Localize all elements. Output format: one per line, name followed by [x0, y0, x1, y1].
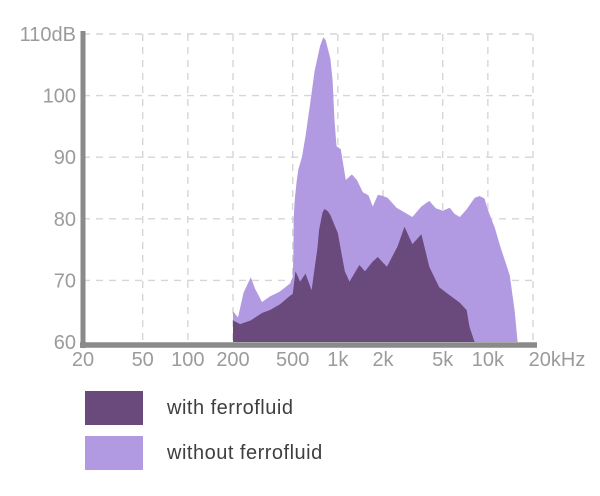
frequency-response-chart: 110dB 100 90 80 70 60 20 50 100 200 500 1k 2k 5k 10k 20… — [20, 24, 586, 371]
y-tick-label-90: 90 — [54, 147, 76, 169]
area-without-ferrofluid — [233, 37, 518, 342]
x-tick-label-10k: 10k — [472, 349, 505, 371]
y-tick-label-100: 100 — [43, 86, 76, 108]
y-tick-label-60: 60 — [54, 332, 76, 354]
x-tick-label-200: 200 — [216, 349, 249, 371]
legend-swatch-with-ferrofluid — [85, 391, 143, 425]
legend-swatch-without-ferrofluid — [85, 436, 143, 470]
x-tick-label-100: 100 — [171, 349, 204, 371]
x-tick-label-5k: 5k — [432, 349, 454, 371]
y-tick-label-70: 70 — [54, 270, 76, 292]
x-tick-label-20: 20 — [72, 349, 94, 371]
x-tick-label-1k: 1k — [327, 349, 349, 371]
x-tick-label-2k: 2k — [372, 349, 394, 371]
legend-item-with-ferrofluid: with ferrofluid — [85, 391, 323, 425]
x-tick-label-50: 50 — [132, 349, 154, 371]
y-tick-label-110dB: 110dB — [20, 24, 76, 46]
legend: with ferrofluid without ferrofluid — [85, 391, 323, 481]
area-with-ferrofluid — [233, 208, 475, 342]
legend-label-without-ferrofluid: without ferrofluid — [167, 441, 323, 464]
legend-item-without-ferrofluid: without ferrofluid — [85, 436, 323, 470]
x-tick-label-500: 500 — [276, 349, 309, 371]
y-tick-label-80: 80 — [54, 209, 76, 231]
x-tick-label-20kHz: 20kHz — [529, 349, 586, 371]
legend-label-with-ferrofluid: with ferrofluid — [167, 396, 294, 419]
